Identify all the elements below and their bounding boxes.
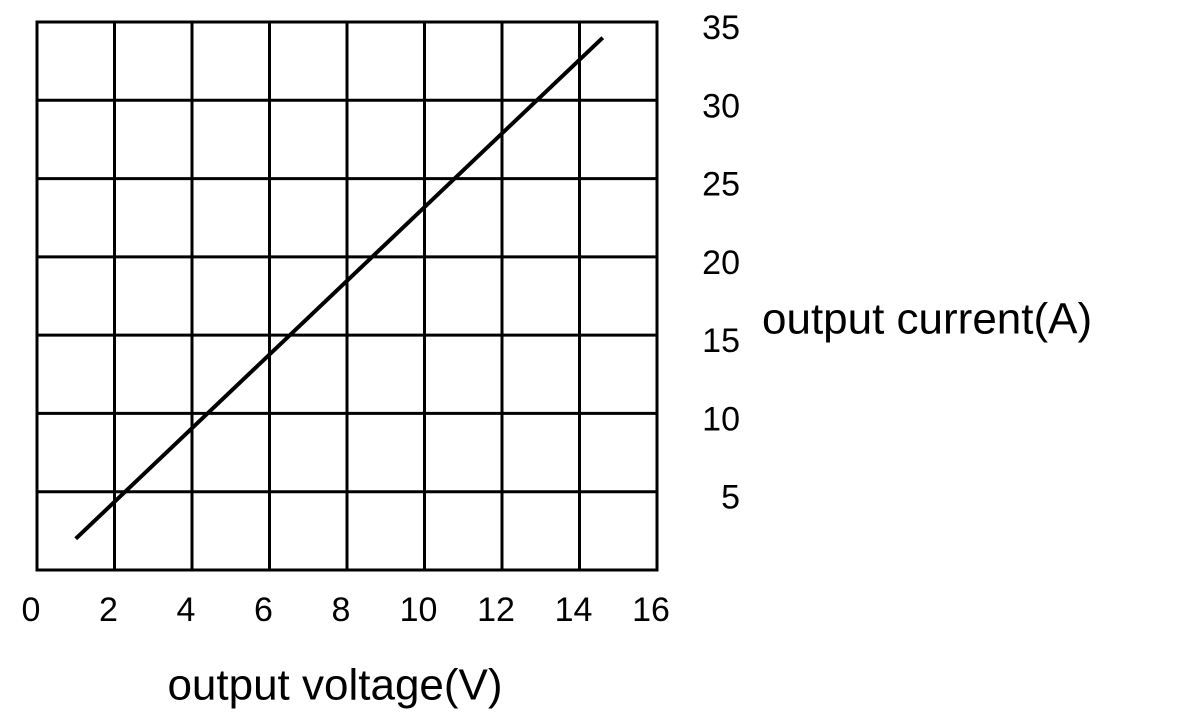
- x-tick-label: 16: [632, 591, 670, 629]
- y-tick-label: 30: [702, 87, 740, 125]
- data-line: [74, 36, 605, 541]
- x-tick-label: 2: [99, 591, 118, 629]
- y-tick-label: 5: [721, 479, 740, 517]
- x-tick-label: 10: [400, 591, 438, 629]
- y-tick-label: 15: [702, 322, 740, 360]
- y-axis-label: output current(A): [762, 295, 1092, 344]
- y-tick-label: 25: [702, 166, 740, 204]
- x-tick-label: 14: [555, 591, 593, 629]
- y-tick-label: 35: [702, 9, 740, 47]
- x-tick-label: 6: [254, 591, 273, 629]
- x-tick-label: 8: [332, 591, 351, 629]
- x-tick-label: 0: [22, 591, 41, 629]
- x-tick-label: 4: [177, 591, 196, 629]
- y-tick-label: 10: [702, 400, 740, 438]
- y-tick-label: 20: [702, 244, 740, 282]
- x-tick-label: 12: [477, 591, 515, 629]
- x-axis-label: output voltage(V): [167, 661, 502, 710]
